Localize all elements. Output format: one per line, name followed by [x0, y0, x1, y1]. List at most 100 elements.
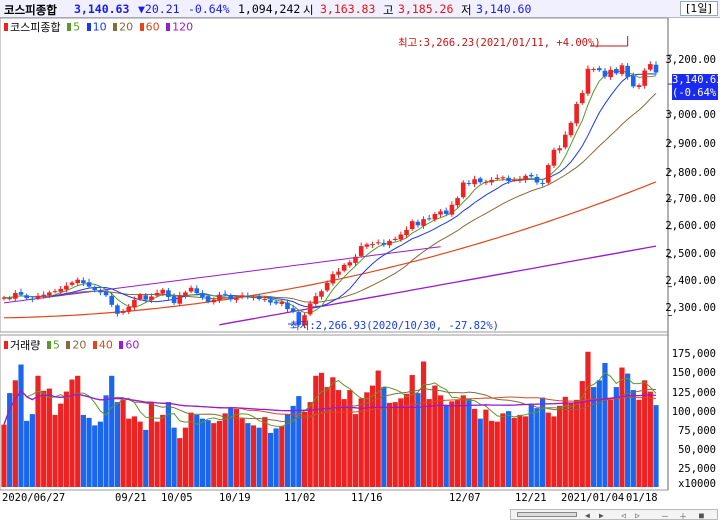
candle-body	[69, 282, 75, 285]
volume-bar	[613, 387, 619, 487]
volume-bar	[177, 438, 183, 487]
candle-body	[18, 292, 24, 295]
legend-swatch	[4, 341, 8, 349]
current-price: 3,140.63	[74, 2, 130, 16]
candle-body	[234, 298, 239, 300]
candle-body	[171, 296, 177, 304]
chart-scrollbar[interactable]: ◀ ▶ ◁ ▷ － ＋ ■	[510, 509, 718, 521]
plus-icon[interactable]: ＋	[679, 512, 687, 521]
volume-bar	[290, 405, 296, 487]
scroll-left-icon[interactable]: ◁	[621, 511, 626, 520]
candle-body	[296, 312, 302, 325]
candle-body	[273, 301, 279, 304]
scroll-right-icon[interactable]: ▷	[635, 511, 640, 520]
volume-bar	[52, 414, 58, 487]
x-tick: 10/19	[219, 492, 251, 504]
volume-bar	[517, 414, 523, 487]
candle-body	[98, 290, 103, 293]
ma5-label: 5	[73, 20, 81, 34]
volume-bar	[75, 375, 81, 487]
candle-body	[545, 165, 551, 183]
volume-bar	[443, 405, 449, 487]
volume-bar	[92, 425, 98, 487]
volume-bar	[228, 407, 234, 487]
candle-body	[381, 242, 387, 245]
high-label: 고	[383, 3, 394, 17]
volume-bar	[500, 413, 506, 487]
candle-body	[154, 292, 160, 296]
legend-swatch	[46, 341, 51, 349]
candle-body	[13, 292, 18, 299]
volume-bar	[284, 414, 291, 487]
scroll-thumb[interactable]	[517, 512, 577, 517]
candle-body	[58, 288, 63, 292]
volume-bar	[86, 417, 92, 487]
legend-swatch	[92, 341, 97, 349]
candle-body	[166, 290, 171, 298]
candle-body	[115, 305, 120, 314]
candle-body	[183, 292, 188, 296]
candle-body	[443, 210, 449, 214]
candle-body	[245, 295, 251, 298]
candle-body	[591, 69, 596, 71]
volume-bar	[540, 397, 546, 487]
candle-body	[256, 296, 262, 300]
ma10-line	[3, 73, 657, 308]
candle-body	[449, 204, 455, 215]
candle-body	[540, 183, 545, 185]
legend-swatch	[86, 23, 91, 31]
volume-bar	[1, 424, 7, 487]
zoom-in-icon[interactable]: ▶	[599, 511, 604, 520]
candle-body	[143, 295, 149, 300]
zoom-out-icon[interactable]: ◀	[585, 511, 590, 520]
volume-bar	[494, 421, 500, 487]
candle-body	[574, 104, 579, 124]
minus-icon[interactable]: －	[661, 512, 669, 521]
candle-body	[177, 295, 183, 304]
vma40-label: 40	[98, 338, 113, 352]
candle-body	[494, 177, 500, 179]
volume-bar	[160, 414, 166, 487]
volume-bar	[63, 391, 69, 487]
index-name: 코스피종합	[4, 3, 57, 17]
y-tick: 3,000.00	[665, 109, 716, 121]
volume-bar	[454, 399, 461, 487]
candle-body	[500, 177, 506, 179]
x-tick: 10/05	[161, 492, 193, 504]
volume-bar	[171, 427, 177, 487]
candle-body	[109, 295, 115, 305]
candle-body	[489, 179, 494, 183]
x-tick: 11/16	[351, 492, 383, 504]
reset-icon[interactable]: ■	[699, 511, 704, 520]
volume-bar	[114, 402, 120, 487]
candle-body	[47, 292, 52, 296]
volume-bar	[347, 390, 353, 487]
candle-body	[86, 282, 92, 287]
volume-bar	[358, 398, 364, 487]
legend-swatch	[166, 23, 171, 31]
candle-body	[375, 242, 381, 244]
candle-body	[41, 294, 46, 297]
candle-body	[7, 298, 12, 300]
volume-bar	[460, 395, 466, 487]
candle-body	[24, 295, 29, 299]
candle-body	[364, 244, 370, 247]
low-label: 저	[461, 3, 472, 17]
volume-bar	[375, 370, 381, 487]
volume-bar	[437, 395, 444, 487]
volume-bar	[625, 373, 631, 487]
volume-bar	[109, 375, 115, 487]
candle-body	[228, 295, 234, 300]
volume-bar	[273, 428, 279, 487]
price-legend: 코스피종합 5 10 20 60 120	[4, 19, 193, 35]
volume-bar	[596, 380, 602, 487]
candle-body	[92, 287, 98, 291]
y-tick: 2,400.00	[665, 275, 716, 287]
period-selector-button[interactable]: [1일]	[680, 1, 718, 16]
volume-bar	[12, 380, 18, 487]
y-tick: 3,200.00	[665, 54, 716, 66]
candle-body	[126, 306, 132, 312]
volume-bar	[619, 367, 625, 487]
